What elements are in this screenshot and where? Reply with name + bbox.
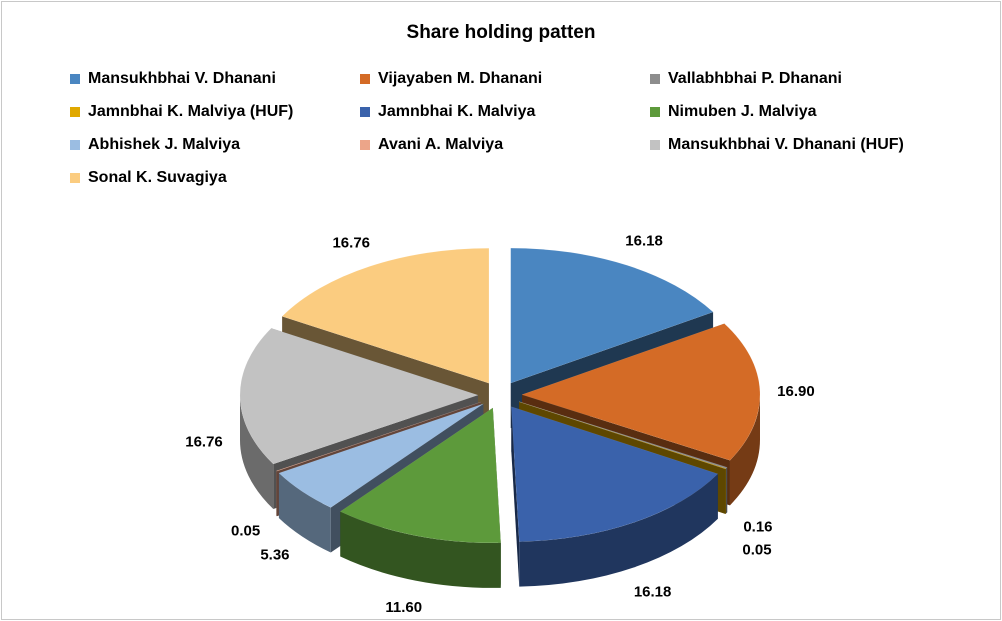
legend-item: Jamnbhai K. Malviya [360, 102, 650, 122]
pie-slice-outer-wall [340, 511, 501, 588]
legend-swatch [360, 140, 370, 150]
legend: Mansukhbhai V. Dhanani Vijayaben M. Dhana… [70, 69, 970, 188]
chart-title: Share holding patten [406, 22, 596, 43]
legend-swatch [650, 74, 660, 84]
data-label: 11.60 [385, 599, 422, 616]
legend-swatch [360, 107, 370, 117]
pie-slice [510, 247, 714, 384]
pie-slice-outer-wall [725, 467, 728, 514]
legend-label: Nimuben J. Malviya [668, 103, 817, 120]
legend-label: Sonal K. Suvagiya [88, 169, 227, 186]
data-label: 16.90 [777, 383, 815, 400]
data-label: 16.18 [634, 583, 672, 600]
pie-slice [519, 401, 727, 470]
pie-slice [239, 328, 479, 465]
legend-swatch [650, 107, 660, 117]
pie-slice [275, 401, 482, 472]
pie-slice [278, 403, 484, 508]
data-label: 0.05 [231, 522, 260, 539]
legend-label: Mansukhbhai V. Dhanani [88, 70, 276, 87]
legend-swatch [70, 107, 80, 117]
legend-item: Mansukhbhai V. Dhanani (HUF) [650, 135, 970, 155]
legend-label: Vallabhbhai P. Dhanani [668, 70, 842, 87]
legend-swatch [360, 74, 370, 84]
pie-slice [519, 401, 728, 469]
legend-item: Sonal K. Suvagiya [70, 168, 360, 188]
legend-label: Jamnbhai K. Malviya (HUF) [88, 103, 294, 120]
legend-label: Vijayaben M. Dhanani [378, 70, 543, 87]
legend-label: Avani A. Malviya [378, 136, 504, 153]
pie-slice-outer-wall [240, 395, 274, 509]
pie-slice [511, 406, 719, 542]
pie-tops [239, 247, 761, 544]
pie-slice [339, 407, 502, 544]
legend-swatch [70, 173, 80, 183]
legend-item: Abhishek J. Malviya [70, 135, 360, 155]
legend-label: Abhishek J. Malviya [88, 136, 241, 153]
data-label: 5.36 [260, 547, 289, 564]
legend-item: Vijayaben M. Dhanani [360, 69, 650, 89]
legend-item: Jamnbhai K. Malviya (HUF) [70, 102, 360, 122]
legend-swatch [70, 140, 80, 150]
data-label: 0.05 [742, 542, 771, 559]
legend-item: Vallabhbhai P. Dhanani [650, 69, 970, 89]
legend-label: Mansukhbhai V. Dhanani (HUF) [668, 136, 904, 153]
pie-slice [281, 247, 490, 384]
pie-slice-outer-wall [729, 394, 760, 506]
data-label: 0.16 [743, 519, 772, 536]
legend-item: Mansukhbhai V. Dhanani [70, 69, 360, 89]
data-label: 16.18 [625, 233, 663, 250]
pie-slice-wall [511, 406, 520, 587]
legend-swatch [650, 140, 660, 150]
data-labels: 16.1816.900.160.0516.1811.605.360.0516.7… [185, 233, 814, 616]
pie-slice-outer-wall [278, 473, 331, 553]
legend-label: Jamnbhai K. Malviya [378, 103, 536, 120]
legend-item: Nimuben J. Malviya [650, 102, 970, 122]
data-label: 16.76 [332, 234, 370, 251]
pie-slice [521, 323, 761, 461]
data-label: 16.76 [185, 434, 223, 451]
legend-item: Avani A. Malviya [360, 135, 650, 155]
legend-swatch [70, 74, 80, 84]
pie-slice-outer-wall [519, 473, 718, 587]
